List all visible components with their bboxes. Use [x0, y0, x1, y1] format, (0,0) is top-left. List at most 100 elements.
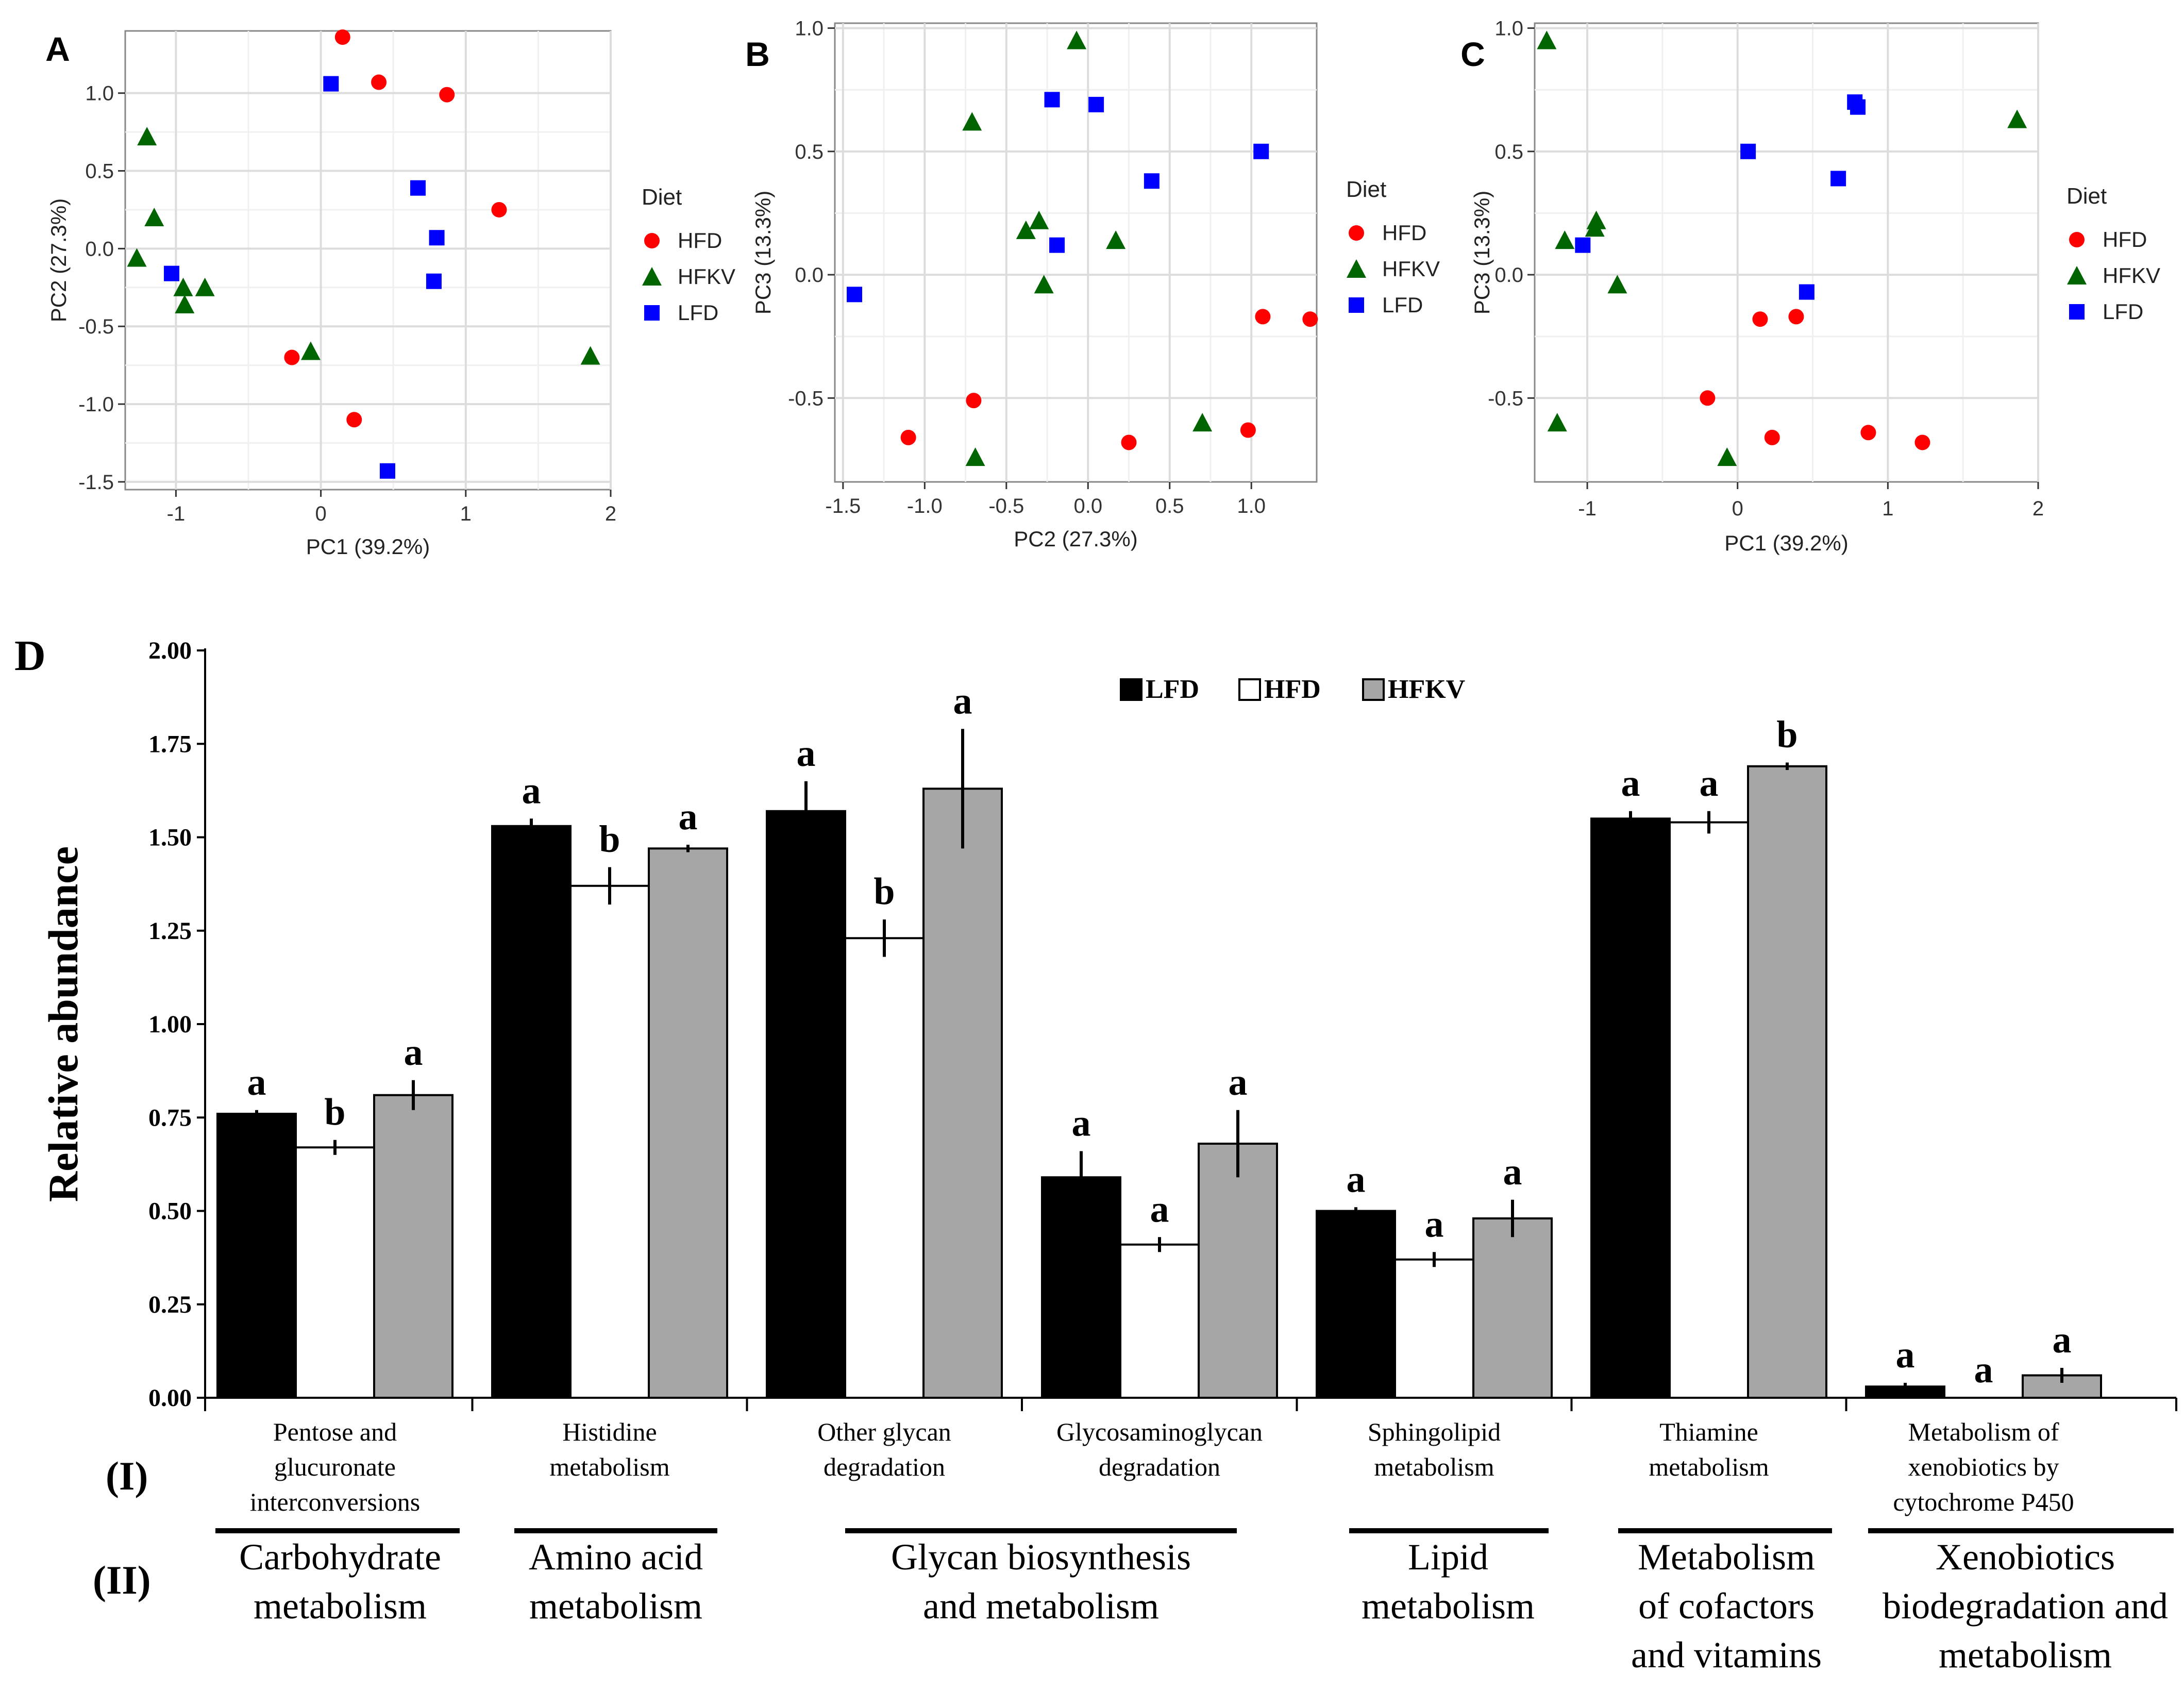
legend-label: HFKV — [1382, 257, 1440, 281]
data-point-lfd — [1850, 99, 1866, 115]
category-label: cytochrome P450 — [1893, 1487, 2074, 1516]
data-point-hfkv — [1192, 413, 1213, 432]
row-label-ii: (II) — [93, 1558, 151, 1602]
pca-panel-c: -0.5 0.0 0.5 1.0 -1 0 1 2 PC1 (39.2%) PC3 (13.3%)… — [1460, 18, 2160, 555]
pca-panel-b: -0.5 0.0 0.5 1.0 -1.5 -1.0 -0.5 0.0 0.5 1.0 PC2 (2… — [745, 18, 1440, 551]
legend-marker-hfd — [1349, 225, 1364, 241]
bar-lfd — [1590, 817, 1671, 1399]
data-point-lfd — [429, 230, 445, 246]
bar-hfd — [569, 884, 650, 1399]
legend-label: LFD — [1382, 293, 1423, 317]
category-label: degradation — [1099, 1452, 1220, 1481]
data-point-lfd — [379, 463, 395, 479]
data-point-hfkv — [1607, 275, 1627, 294]
significance-letter: a — [1700, 762, 1719, 805]
legend-label: HFKV — [1388, 675, 1465, 704]
legend-marker-hfkv — [1347, 259, 1366, 278]
data-point-hfd — [284, 349, 300, 365]
data-point-hfd — [1700, 390, 1716, 406]
legend: Diet HFD HFKV LFD — [2067, 183, 2160, 324]
legend-marker-lfd — [1349, 297, 1364, 313]
data-point-hfkv — [144, 208, 164, 227]
y-tick-label: 1.75 — [148, 730, 192, 758]
legend-title: Diet — [642, 185, 682, 210]
data-point-lfd — [426, 273, 442, 289]
y-tick-label: 1.25 — [148, 917, 192, 945]
y-tick-label: 0.0 — [1494, 264, 1523, 287]
x-tick-label: 0.5 — [1155, 495, 1184, 517]
data-point-hfd — [346, 412, 362, 428]
legend-label: HFKV — [2103, 263, 2160, 288]
significance-letter: a — [1229, 1061, 1248, 1103]
data-point-lfd — [1740, 143, 1756, 159]
data-point-lfd — [1253, 143, 1269, 159]
y-axis-label: Relative abundance — [40, 846, 87, 1202]
bar-hfkv — [648, 847, 728, 1399]
data-point-lfd — [163, 265, 179, 281]
data-point-hfkv — [1016, 220, 1036, 239]
significance-letter: a — [953, 680, 972, 722]
significance-letter: a — [2053, 1319, 2072, 1361]
x-tick-label: 1 — [1882, 497, 1893, 520]
x-tick-label: 0.0 — [1073, 495, 1102, 517]
significance-letter: a — [1072, 1102, 1091, 1145]
data-point-hfkv — [1555, 230, 1575, 249]
y-tick-label: -1.5 — [78, 471, 114, 494]
group-label: Amino acid — [529, 1536, 703, 1578]
data-point-hfd — [1302, 311, 1318, 327]
legend-title: Diet — [2067, 183, 2107, 209]
legend: Diet HFD HFKV LFD — [642, 185, 735, 325]
significance-letter: a — [404, 1031, 423, 1074]
bar-hfkv — [373, 1094, 453, 1399]
data-point-hfkv — [1717, 447, 1737, 466]
x-tick-label: 1.0 — [1237, 495, 1266, 517]
legend: Diet HFD HFKV LFD — [1346, 177, 1440, 317]
group-label: metabolism — [254, 1585, 427, 1627]
y-tick-label: -0.5 — [78, 315, 114, 338]
significance-letter: b — [873, 871, 895, 913]
legend-title: Diet — [1346, 177, 1386, 202]
data-point-hfd — [1914, 434, 1930, 450]
x-axis-label: PC2 (27.3%) — [1014, 527, 1137, 551]
significance-letter: a — [679, 796, 698, 838]
category-label: Glycosaminoglycan — [1056, 1417, 1263, 1446]
x-tick-label: -1.5 — [825, 495, 861, 517]
legend-swatch-lfd — [1120, 678, 1143, 701]
x-tick-label: 0 — [315, 503, 326, 525]
x-tick-label: -1 — [1578, 497, 1597, 520]
group-label: and metabolism — [923, 1585, 1159, 1627]
significance-letter: b — [599, 818, 620, 861]
group-label: Glycan biosynthesis — [891, 1536, 1191, 1578]
data-point-hfd — [1788, 309, 1804, 325]
y-tick-label: 1.50 — [148, 824, 192, 851]
y-tick-label: 1.0 — [85, 82, 114, 105]
category-label: degradation — [824, 1452, 945, 1481]
category-label: Sphingolipid — [1368, 1417, 1501, 1446]
significance-letter: a — [247, 1061, 266, 1103]
bar-hfkv — [922, 788, 1003, 1399]
legend-label: HFD — [1382, 221, 1426, 245]
group-label: metabolism — [1362, 1585, 1535, 1627]
category-label: xenobiotics by — [1908, 1452, 2059, 1481]
legend-marker-lfd — [644, 305, 660, 321]
significance-letter: b — [324, 1091, 345, 1133]
legend-swatch-hfd — [1238, 678, 1261, 701]
y-tick-label: 1.0 — [795, 18, 824, 40]
bar-hfd — [295, 1146, 375, 1399]
legend-label: HFKV — [678, 264, 735, 289]
bar-hfkv — [1198, 1143, 1278, 1399]
x-axis-label: PC1 (39.2%) — [1724, 531, 1848, 555]
x-tick-label: 1 — [460, 503, 472, 525]
bar-lfd — [766, 810, 846, 1399]
data-point-lfd — [1049, 237, 1065, 253]
y-tick-label: 2.00 — [148, 637, 192, 664]
data-point-hfd — [1121, 434, 1137, 450]
significance-letter: a — [522, 769, 541, 812]
legend-label: LFD — [2103, 299, 2143, 324]
panel-letter: A — [45, 30, 70, 68]
y-axis-label: PC3 (13.3%) — [751, 191, 775, 314]
y-tick-label: 0.25 — [148, 1291, 192, 1318]
plot-area — [1534, 22, 2039, 483]
data-point-hfd — [491, 202, 507, 217]
